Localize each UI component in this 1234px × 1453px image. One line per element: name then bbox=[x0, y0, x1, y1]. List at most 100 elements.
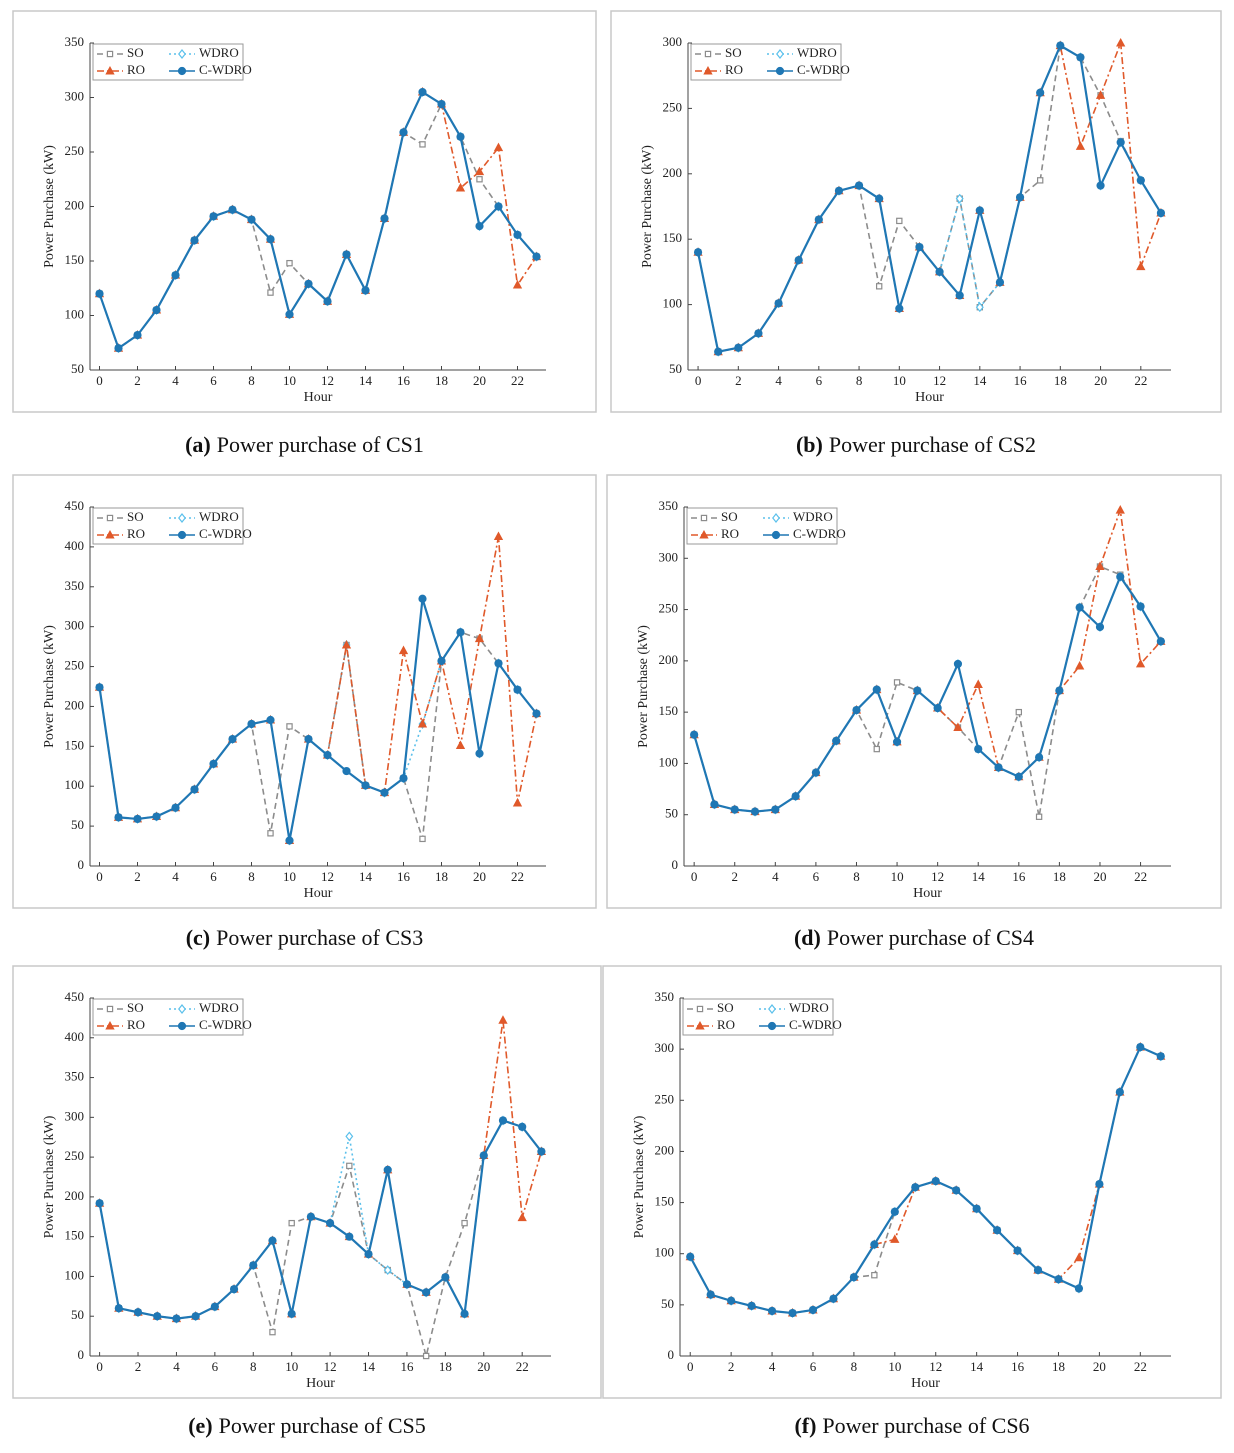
x-tick-label: 0 bbox=[96, 1359, 103, 1374]
y-tick-label: 50 bbox=[71, 1307, 84, 1322]
point bbox=[849, 1273, 858, 1282]
y-tick-label: 200 bbox=[655, 1142, 675, 1157]
point bbox=[513, 685, 522, 694]
x-axis-label: Hour bbox=[913, 886, 942, 901]
y-tick-label: 250 bbox=[65, 143, 85, 158]
series-line bbox=[689, 1046, 1162, 1314]
x-tick-label: 6 bbox=[816, 373, 823, 388]
series-line bbox=[98, 1020, 543, 1320]
x-tick-label: 2 bbox=[135, 1359, 142, 1374]
point bbox=[190, 236, 199, 245]
legend-label: WDRO bbox=[199, 1000, 239, 1015]
y-tick-label: 150 bbox=[655, 1194, 675, 1209]
y-tick-label: 250 bbox=[655, 1091, 675, 1106]
x-tick-label: 6 bbox=[810, 1359, 817, 1374]
point bbox=[811, 768, 820, 777]
point bbox=[704, 50, 712, 58]
point bbox=[133, 331, 142, 340]
point bbox=[1055, 686, 1064, 695]
legend-label: RO bbox=[725, 62, 743, 77]
point bbox=[703, 65, 713, 75]
point bbox=[380, 214, 389, 223]
legend-box bbox=[682, 998, 834, 1036]
point bbox=[247, 215, 256, 224]
y-tick-label: 300 bbox=[65, 618, 85, 633]
point bbox=[345, 1131, 354, 1142]
y-tick-label: 200 bbox=[65, 197, 85, 212]
y-axis-label: Power Purchase (kW) bbox=[42, 1115, 57, 1238]
x-tick-label: 12 bbox=[931, 869, 944, 884]
point bbox=[177, 530, 187, 540]
caption-text: Power purchase of CS3 bbox=[216, 925, 423, 950]
caption: (e) Power purchase of CS5 bbox=[188, 1413, 426, 1438]
legend-label: SO bbox=[127, 509, 144, 524]
caption-text: Power purchase of CS1 bbox=[217, 432, 424, 457]
series-line bbox=[697, 44, 1162, 353]
point bbox=[1095, 622, 1105, 632]
x-tick-label: 8 bbox=[250, 1359, 257, 1374]
x-tick-label: 20 bbox=[473, 869, 486, 884]
point bbox=[171, 271, 180, 280]
y-tick-label: 250 bbox=[659, 601, 679, 616]
y-axis-label: Power Purchase (kW) bbox=[42, 145, 57, 268]
point bbox=[870, 1240, 879, 1249]
y-tick-label: 250 bbox=[663, 99, 683, 114]
point bbox=[286, 723, 293, 730]
x-tick-label: 0 bbox=[96, 869, 103, 884]
point bbox=[479, 1151, 488, 1160]
point bbox=[993, 1226, 1002, 1235]
point bbox=[953, 722, 963, 732]
x-tick-label: 14 bbox=[972, 869, 986, 884]
series-line bbox=[98, 1119, 543, 1357]
y-tick-label: 350 bbox=[65, 34, 85, 49]
point bbox=[750, 807, 760, 816]
point bbox=[686, 1252, 695, 1261]
y-tick-label: 0 bbox=[78, 1347, 85, 1362]
y-tick-label: 150 bbox=[659, 703, 679, 718]
point bbox=[935, 267, 944, 276]
point bbox=[323, 297, 332, 306]
point bbox=[1035, 813, 1043, 820]
point bbox=[285, 310, 294, 319]
point bbox=[788, 1308, 797, 1318]
x-tick-label: 0 bbox=[96, 373, 103, 388]
caption-label: (f) bbox=[794, 1413, 816, 1438]
point bbox=[771, 805, 780, 814]
point bbox=[771, 530, 781, 540]
caption: (b) Power purchase of CS2 bbox=[796, 432, 1036, 457]
x-tick-label: 0 bbox=[691, 869, 698, 884]
x-axis-label: Hour bbox=[911, 1376, 940, 1391]
point bbox=[1036, 88, 1045, 97]
x-tick-label: 10 bbox=[893, 373, 906, 388]
y-tick-label: 150 bbox=[663, 230, 683, 245]
point bbox=[517, 1212, 527, 1222]
x-tick-label: 20 bbox=[477, 1359, 490, 1374]
x-tick-label: 18 bbox=[1054, 373, 1067, 388]
point bbox=[512, 279, 523, 289]
x-axis-label: Hour bbox=[915, 390, 944, 405]
point bbox=[114, 813, 123, 822]
point bbox=[952, 1186, 961, 1195]
y-tick-label: 300 bbox=[65, 88, 85, 103]
x-tick-label: 22 bbox=[516, 1359, 529, 1374]
point bbox=[699, 529, 709, 539]
point bbox=[178, 513, 186, 523]
series-line bbox=[696, 44, 1162, 353]
point bbox=[532, 709, 541, 718]
y-tick-label: 0 bbox=[672, 857, 679, 872]
caption: (a) Power purchase of CS1 bbox=[185, 432, 424, 457]
point bbox=[191, 1312, 200, 1321]
y-tick-label: 300 bbox=[663, 34, 683, 49]
point bbox=[1116, 138, 1125, 147]
point bbox=[95, 683, 104, 692]
x-tick-label: 12 bbox=[929, 1359, 942, 1374]
x-tick-label: 4 bbox=[775, 373, 782, 388]
x-tick-label: 20 bbox=[1094, 373, 1107, 388]
point bbox=[1156, 208, 1166, 218]
point bbox=[518, 1122, 527, 1131]
legend-label: C-WDRO bbox=[793, 526, 846, 541]
point bbox=[455, 182, 466, 192]
point bbox=[419, 835, 426, 843]
point bbox=[474, 166, 485, 176]
point bbox=[152, 812, 161, 821]
